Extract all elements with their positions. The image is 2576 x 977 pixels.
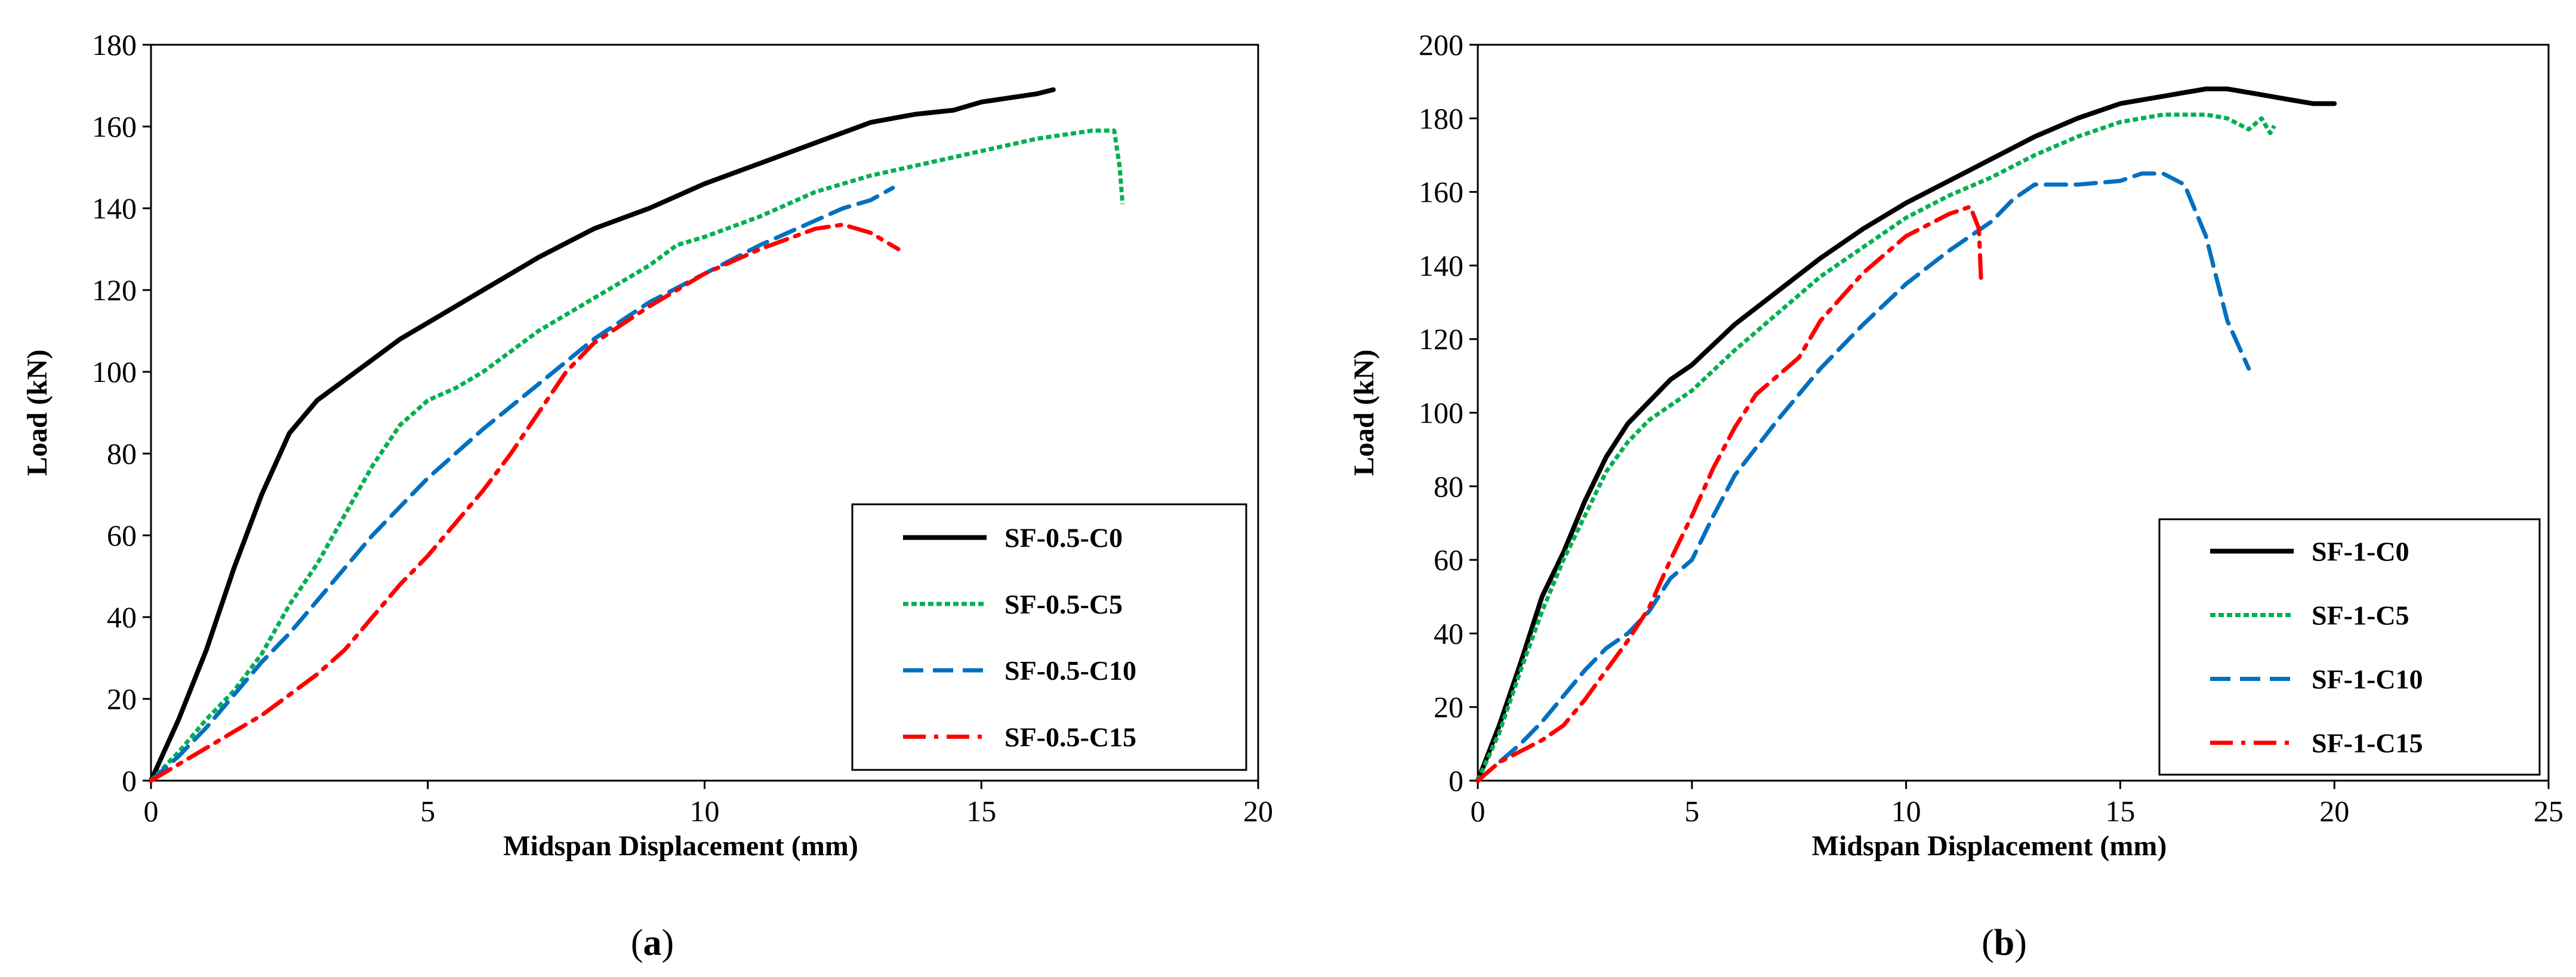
y-tick-label: 200 <box>1419 28 1463 61</box>
series-line-sf-1-c15 <box>1475 204 1983 783</box>
y-tick-label: 20 <box>107 682 137 716</box>
series-line-sf-0.5-c0 <box>149 87 1056 783</box>
legend-box <box>2158 518 2541 776</box>
legend: SF-0.5-C0 SF-0.5-C5 SF-0.5-C10 SF-0.5-C15 <box>851 503 1247 771</box>
panel-label-open: ( <box>631 923 643 963</box>
x-tick-label: 10 <box>690 794 720 828</box>
legend-label-sf-1-c5: SF-1-C5 <box>2312 600 2409 631</box>
x-tick-label: 15 <box>966 794 996 828</box>
series-line-sf-0.5-c5 <box>149 128 1125 782</box>
x-tick-label: 0 <box>144 794 159 828</box>
y-tick-label: 100 <box>1419 396 1463 430</box>
y-tick-label: 100 <box>92 355 137 389</box>
panel-label-open: ( <box>1982 923 1994 963</box>
legend-label-sf-1-c15: SF-1-C15 <box>2312 728 2423 759</box>
y-tick-label: 180 <box>1419 101 1463 135</box>
chart-panel-a: 0 20 40 60 80 100 120 140 160 180 0 5 10 15 20 Midspan … <box>21 28 1273 963</box>
y-tick-label: 120 <box>92 273 137 307</box>
y-axis-label: Load (kN) <box>21 349 53 476</box>
x-tick-label: 20 <box>2319 794 2349 828</box>
legend-label-sf-1-c10: SF-1-C10 <box>2312 664 2423 695</box>
legend: SF-1-C0 SF-1-C5 SF-1-C10 SF-1-C15 <box>2158 518 2541 776</box>
x-tick-label: 0 <box>1471 794 1486 828</box>
x-axis-label: Midspan Displacement (mm) <box>1812 830 2167 862</box>
legend-label-sf-1-c0: SF-1-C0 <box>2312 537 2409 567</box>
y-tick-label: 40 <box>1434 617 1463 650</box>
panel-label-letter: b <box>1994 923 2014 963</box>
y-tick-label: 120 <box>1419 322 1463 356</box>
panel-label-close: ) <box>2014 923 2027 963</box>
x-tick-label: 5 <box>420 794 435 828</box>
x-tick-label: 25 <box>2534 794 2563 828</box>
panel-label: (b) <box>1982 923 2027 963</box>
panel-label-letter: a <box>643 923 662 963</box>
y-tick-label: 160 <box>1419 175 1463 209</box>
y-tick-label: 60 <box>1434 543 1463 577</box>
panel-label: (a) <box>631 923 674 963</box>
series-line-sf-0.5-c15 <box>149 222 901 783</box>
y-tick-label: 40 <box>107 600 137 634</box>
y-tick-label: 140 <box>92 192 137 225</box>
series-line-sf-1-c0 <box>1475 87 2337 783</box>
y-tick-label: 0 <box>122 764 137 797</box>
y-tick-label: 0 <box>1449 764 1463 797</box>
series-line-sf-1-c5 <box>1475 112 2276 782</box>
panel-label-close: ) <box>662 923 674 963</box>
y-tick-label: 180 <box>92 28 137 61</box>
legend-label-sf-0.5-c5: SF-0.5-C5 <box>1004 589 1123 620</box>
chart-panel-b: 0 20 40 60 80 100 120 140 160 180 200 0 5 10 15 20 25 Mid… <box>1348 28 2563 963</box>
series-line-sf-0.5-c10 <box>149 186 895 783</box>
y-tick-label: 20 <box>1434 691 1463 724</box>
y-tick-label: 80 <box>1434 470 1463 503</box>
x-tick-label: 10 <box>1891 794 1921 828</box>
y-tick-label: 60 <box>107 519 137 552</box>
legend-label-sf-0.5-c0: SF-0.5-C0 <box>1004 523 1123 553</box>
legend-label-sf-0.5-c15: SF-0.5-C15 <box>1004 722 1136 752</box>
y-tick-label: 80 <box>107 437 137 470</box>
x-axis-label: Midspan Displacement (mm) <box>503 830 858 862</box>
legend-box <box>851 503 1247 771</box>
y-tick-label: 160 <box>92 110 137 143</box>
series-line-sf-1-c10 <box>1475 171 2251 783</box>
x-tick-label: 20 <box>1243 794 1273 828</box>
legend-label-sf-0.5-c10: SF-0.5-C10 <box>1004 655 1136 686</box>
y-axis-label: Load (kN) <box>1348 349 1380 476</box>
y-tick-label: 140 <box>1419 249 1463 282</box>
x-tick-label: 15 <box>2105 794 2135 828</box>
x-tick-label: 5 <box>1684 794 1699 828</box>
